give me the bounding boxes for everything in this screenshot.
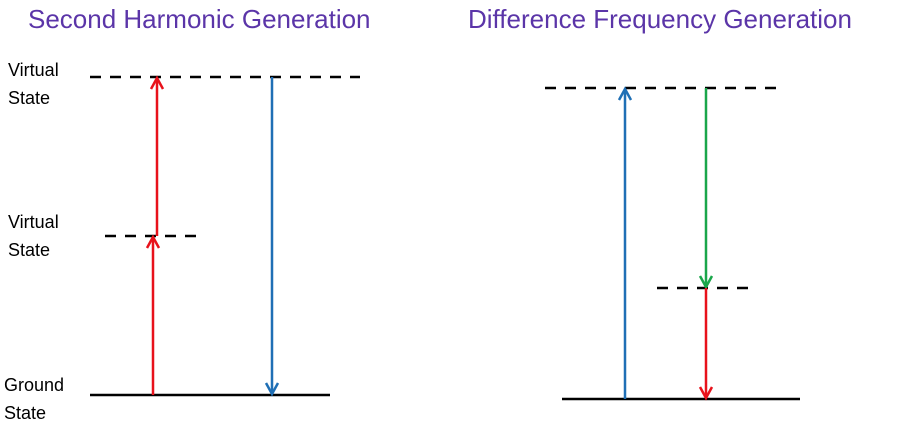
level-label: State xyxy=(4,403,46,423)
level-label: State xyxy=(8,88,50,108)
idler-arrow xyxy=(698,288,714,401)
shg-diagram xyxy=(90,75,360,397)
pump-arrow xyxy=(617,86,633,399)
level-labels: Virtual State Virtual State Ground State xyxy=(4,60,64,423)
title: Second Harmonic Generation xyxy=(28,4,371,34)
level-label: State xyxy=(8,240,50,260)
level-label: Ground xyxy=(4,375,64,395)
pump-arrow xyxy=(145,75,165,395)
output-arrow xyxy=(264,77,280,397)
title: Difference Frequency Generation xyxy=(468,4,852,34)
level-label: Virtual xyxy=(8,60,59,80)
signal-arrow xyxy=(698,88,714,290)
dfg-diagram xyxy=(545,86,800,401)
level-label: Virtual xyxy=(8,212,59,232)
